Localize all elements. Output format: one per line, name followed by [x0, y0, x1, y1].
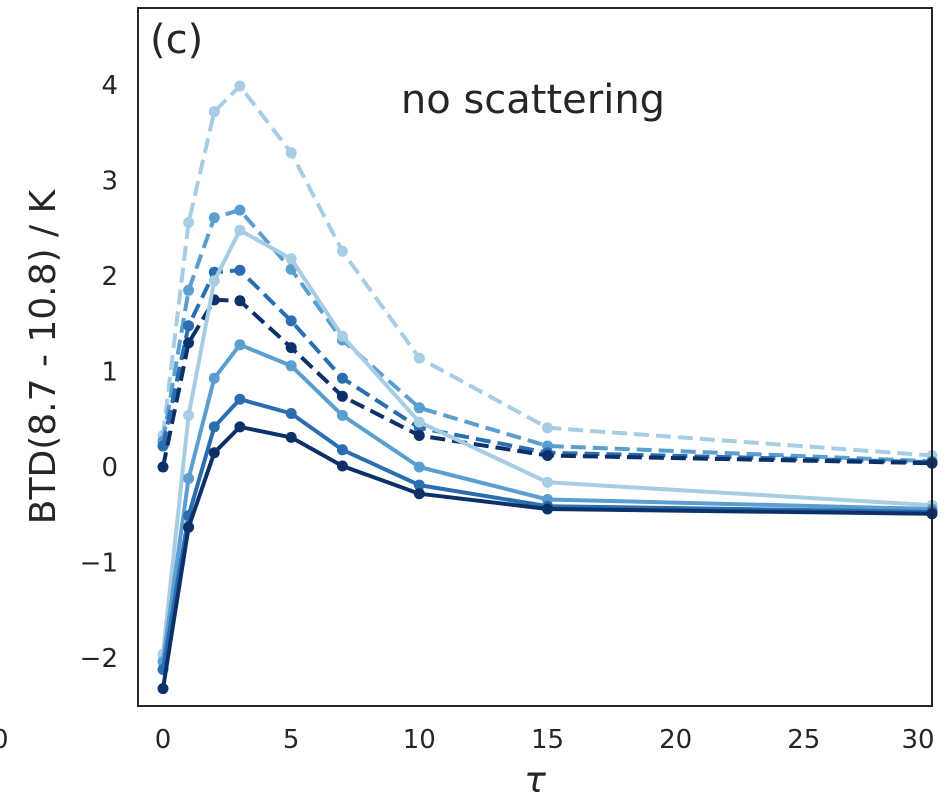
y-tick-label: −2	[80, 644, 118, 674]
data-point	[542, 450, 553, 461]
y-tick-label: 1	[101, 358, 118, 388]
data-point	[336, 390, 348, 402]
series-line	[161, 268, 933, 465]
data-point	[183, 320, 195, 332]
data-point	[208, 275, 220, 287]
data-point	[413, 488, 425, 500]
data-point	[234, 421, 246, 433]
data-point	[285, 315, 297, 327]
x-tick-label: 5	[283, 725, 300, 755]
data-point	[285, 408, 297, 419]
data-point	[157, 461, 169, 473]
data-point	[336, 330, 348, 342]
annotation: no scattering	[401, 77, 665, 123]
data-point	[413, 430, 425, 441]
data-point	[285, 147, 297, 159]
x-axis-label: τ	[524, 760, 546, 799]
data-point	[234, 339, 246, 351]
data-point	[208, 421, 220, 433]
data-point	[234, 204, 246, 216]
data-point	[234, 393, 246, 405]
data-point	[183, 217, 195, 228]
data-point	[157, 440, 169, 452]
y-axis-label: BTD(8.7 - 10.8) / K	[23, 188, 64, 524]
series-line	[161, 424, 933, 689]
y-tick-label: 0	[101, 453, 118, 483]
series-2-dashed	[157, 264, 938, 468]
x-tick-label-cut: 0	[0, 725, 9, 755]
x-tick-label: 30	[901, 725, 934, 755]
data-point	[234, 224, 246, 236]
data-point	[183, 409, 195, 421]
series-0-dashed	[157, 80, 938, 461]
series-line	[161, 84, 933, 458]
data-point	[285, 342, 297, 354]
data-point	[285, 360, 297, 372]
x-tick-label: 25	[787, 725, 820, 755]
series-7-solid	[157, 421, 938, 695]
data-point	[183, 337, 195, 349]
series-line	[161, 397, 933, 670]
data-point	[183, 473, 195, 484]
data-point	[413, 461, 425, 473]
data-point	[542, 503, 553, 515]
x-tick-label: 10	[403, 725, 436, 755]
data-point	[336, 372, 348, 384]
data-point	[336, 444, 348, 456]
data-point	[234, 80, 246, 92]
data-point	[413, 402, 425, 414]
data-point	[183, 284, 195, 296]
x-tick-label: 20	[659, 725, 692, 755]
data-point	[157, 683, 169, 695]
y-tick-label: 3	[101, 167, 118, 197]
data-point	[234, 264, 246, 276]
series-layer	[157, 80, 938, 695]
data-point	[208, 447, 220, 459]
data-point	[208, 212, 220, 224]
panel-label: (c)	[150, 17, 203, 63]
y-tick-label: 2	[101, 262, 118, 292]
data-point	[285, 253, 297, 265]
data-point	[208, 106, 220, 118]
data-point	[285, 431, 297, 443]
data-point	[542, 422, 553, 434]
y-tick-label: 4	[101, 71, 118, 101]
x-tick-label: 0	[155, 725, 172, 755]
data-point	[542, 476, 553, 488]
data-point	[336, 460, 348, 472]
data-point	[208, 372, 220, 384]
plot-frame	[137, 7, 933, 707]
data-point	[183, 521, 195, 533]
data-point	[413, 416, 425, 428]
y-tick-label: −1	[80, 549, 118, 579]
x-tick-label: 15	[531, 725, 564, 755]
data-point	[336, 409, 348, 421]
ticks-layer: 0 5 10 15 20 25 30 0 −2 −1 0 1 2 3 4	[0, 71, 935, 755]
data-point	[413, 479, 425, 491]
data-point	[234, 295, 246, 307]
data-point	[336, 245, 348, 257]
data-point	[413, 352, 425, 364]
